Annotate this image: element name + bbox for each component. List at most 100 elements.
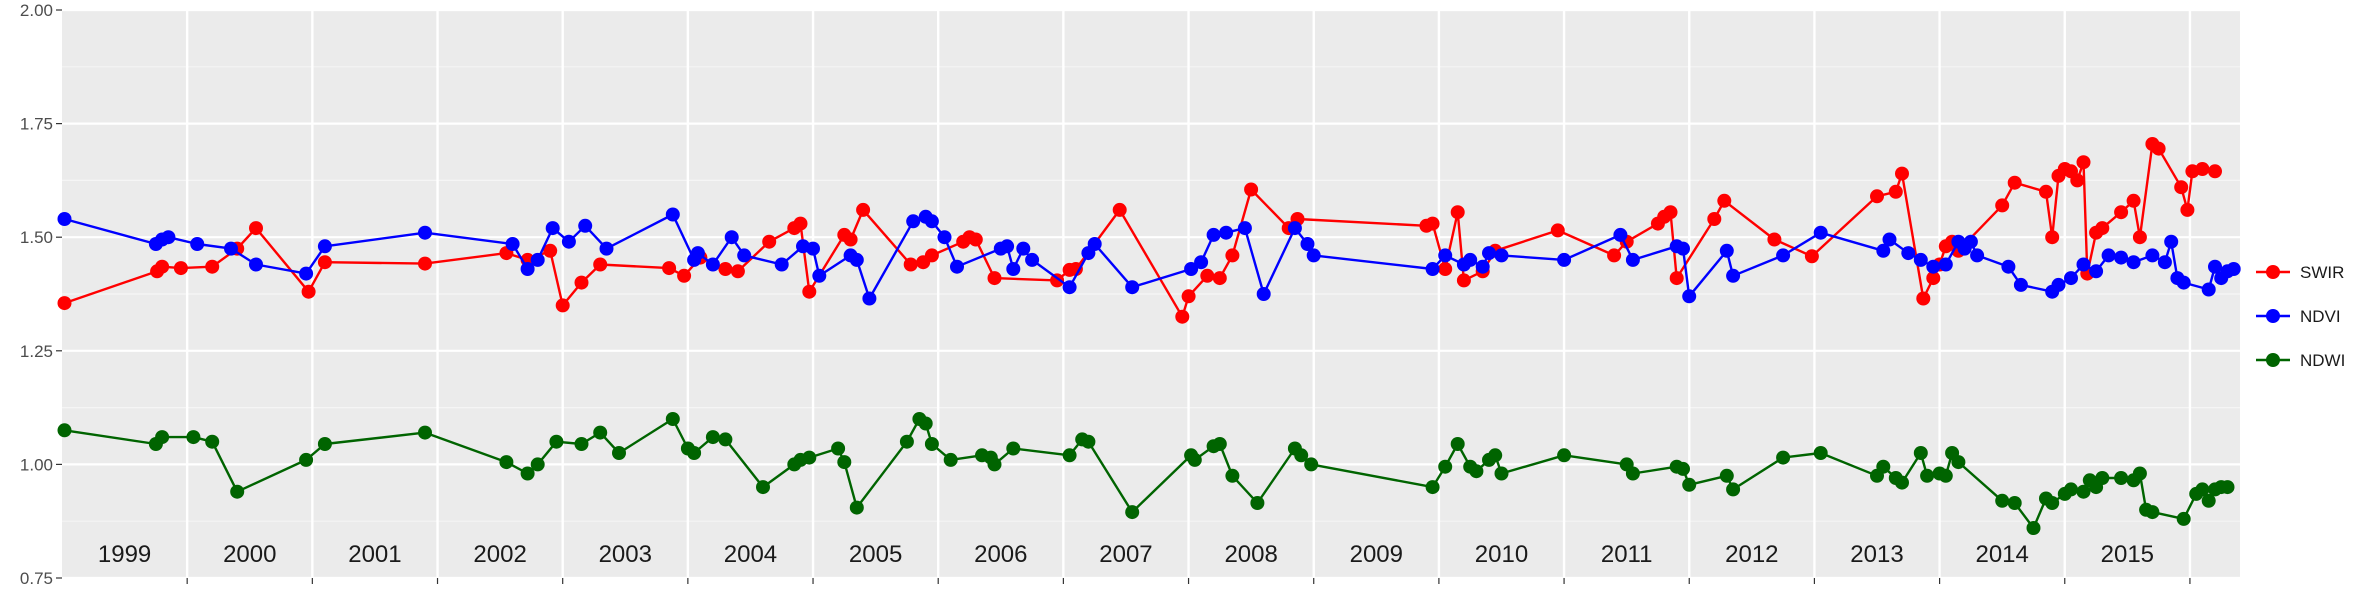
data-point: [1438, 262, 1453, 276]
year-label: 2013: [1850, 541, 1903, 568]
data-point: [1438, 459, 1453, 474]
data-point: [1081, 434, 1096, 449]
data-point: [2126, 255, 2141, 270]
data-point: [1006, 262, 1021, 276]
data-point: [249, 257, 263, 272]
data-point: [943, 452, 958, 467]
data-point: [1300, 237, 1315, 251]
data-point: [1719, 468, 1734, 483]
year-label: 2001: [348, 541, 401, 568]
data-point: [1206, 227, 1221, 242]
data-point: [774, 257, 789, 272]
data-point: [802, 450, 817, 465]
data-point: [756, 480, 770, 495]
data-point: [1212, 437, 1227, 451]
data-point: [593, 257, 608, 272]
data-point: [1938, 257, 1953, 272]
data-point: [2132, 230, 2147, 245]
y-tick-label: 0.75: [20, 569, 53, 588]
data-point: [1304, 457, 1319, 472]
data-point: [806, 241, 820, 256]
year-label: 1999: [98, 541, 151, 568]
data-point: [2039, 184, 2053, 199]
data-point: [2064, 482, 2078, 497]
data-point: [2007, 175, 2022, 190]
data-point: [1625, 252, 1640, 267]
data-point: [2145, 248, 2160, 263]
data-point: [1895, 166, 1909, 181]
data-point: [1184, 262, 1199, 276]
data-point: [161, 230, 176, 245]
data-point: [1494, 466, 1509, 481]
legend-label: SWIR: [2300, 263, 2344, 282]
year-label: 2009: [1350, 541, 1403, 568]
data-point: [155, 430, 170, 445]
data-point: [1287, 221, 1302, 236]
data-point: [2076, 155, 2091, 170]
year-label: 2007: [1099, 541, 1152, 568]
data-point: [2220, 480, 2235, 495]
data-point: [1200, 268, 1215, 283]
data-point: [1219, 225, 1234, 240]
data-point: [1463, 252, 1478, 267]
data-point: [1425, 216, 1440, 231]
data-point: [862, 291, 877, 306]
year-label: 2011: [1601, 541, 1653, 568]
data-point: [1469, 464, 1484, 479]
data-point: [1557, 252, 1572, 267]
year-label: 2004: [724, 541, 777, 568]
series-swir: [57, 137, 2222, 324]
data-point: [1676, 241, 1690, 256]
data-point: [950, 259, 964, 274]
data-point: [662, 261, 677, 276]
legend-label: NDWI: [2300, 351, 2345, 370]
series-ndwi: [57, 412, 2235, 535]
data-point: [574, 437, 589, 451]
year-label: 2008: [1224, 541, 1277, 568]
data-point: [837, 455, 852, 470]
data-point: [2095, 221, 2110, 236]
data-point: [520, 466, 535, 481]
data-point: [1237, 221, 1252, 236]
data-point: [1888, 184, 1903, 199]
data-point: [2026, 521, 2041, 535]
y-tick-label: 2.00: [20, 1, 53, 20]
year-label: 2002: [473, 541, 526, 568]
data-point: [224, 241, 238, 256]
data-point: [1776, 450, 1791, 465]
year-label: 2014: [1975, 541, 2028, 568]
data-point: [1717, 193, 1732, 208]
data-point: [1016, 241, 1031, 256]
data-point: [57, 212, 72, 226]
data-point: [1707, 212, 1722, 226]
data-point: [843, 232, 858, 247]
data-point: [2176, 275, 2191, 290]
data-point: [173, 261, 188, 276]
data-point: [612, 446, 626, 460]
data-point: [2208, 259, 2222, 274]
data-point: [2174, 180, 2189, 195]
data-point: [937, 230, 952, 245]
data-point: [2101, 248, 2116, 263]
data-point: [1181, 289, 1196, 304]
data-point: [1682, 477, 1697, 492]
data-point: [205, 259, 220, 274]
data-point: [2157, 255, 2172, 270]
data-point: [2045, 496, 2060, 510]
data-point: [1000, 239, 1015, 254]
data-point: [505, 237, 520, 251]
data-point: [1913, 446, 1928, 460]
data-point: [2001, 259, 2016, 274]
data-point: [1225, 248, 1240, 263]
data-point: [1895, 475, 1909, 490]
data-point: [1876, 459, 1891, 474]
data-point: [1068, 262, 1083, 276]
year-label: 2010: [1475, 541, 1528, 568]
y-tick-label: 1.25: [20, 342, 53, 361]
data-point: [1125, 505, 1140, 520]
data-point: [1244, 182, 1259, 197]
data-point: [1112, 202, 1127, 217]
data-point: [1488, 448, 1503, 463]
data-point: [1870, 189, 1884, 204]
